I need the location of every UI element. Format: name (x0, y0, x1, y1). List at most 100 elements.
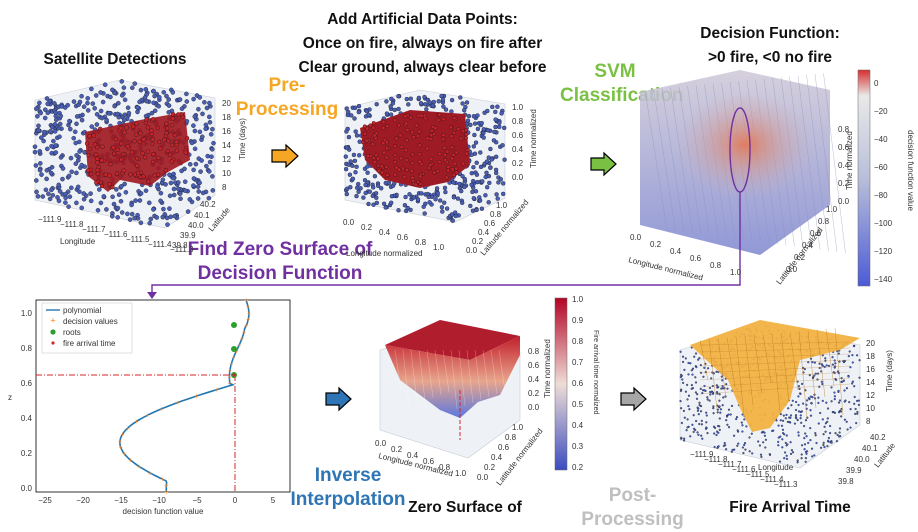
plot6-detection-point (846, 428, 849, 431)
plot6-detection-point (840, 415, 843, 418)
plot1-detection-point (198, 169, 203, 174)
plot6-detection-point (700, 434, 703, 437)
plot5-ztick: 0.6 (528, 361, 540, 370)
plot6-detection-point (799, 414, 802, 417)
plot1-fire-point (156, 139, 162, 145)
plot2-fire-point (449, 134, 454, 139)
plot2-data-point (502, 157, 507, 162)
plot1-detection-point (184, 91, 189, 97)
plot1-ztick: 14 (222, 141, 231, 150)
plot4-xtick: 0 (233, 496, 238, 505)
plot2-data-point (427, 100, 432, 105)
plot1-detection-point (137, 198, 143, 203)
plot6-detection-point (743, 418, 746, 421)
plot6-detection-point (811, 455, 814, 458)
plot5-ztick: 0.2 (528, 389, 540, 398)
plot1-detection-point (202, 100, 207, 105)
plot1-fire-point (184, 136, 190, 141)
plot1-fire-point (111, 145, 116, 150)
plot6-detection-point (784, 417, 787, 420)
plot6-mesh-line (780, 332, 790, 402)
plot6-detection-point (707, 367, 710, 370)
plot-decision-profile: +++++++++++++++++++++++++++++++ + (35, 298, 291, 497)
plot5-wire-line (442, 349, 450, 393)
plot3-grid-line (653, 89, 676, 232)
plot1-fire-point (95, 167, 100, 173)
plot6-detection-point (843, 389, 846, 392)
plot2-data-point (370, 193, 375, 199)
plot6-detection-point (768, 453, 771, 456)
plot6-detection-point (721, 404, 724, 407)
plot2-data-point (460, 101, 465, 106)
plot6-detection-point (696, 393, 699, 396)
plot1-detection-point (85, 100, 90, 106)
plot2-fire-point (382, 150, 387, 155)
plot1-detection-point (203, 122, 209, 128)
plot2-data-point (497, 124, 502, 130)
plot6-detection-point (784, 451, 787, 454)
plot6-detection-point (790, 404, 793, 407)
plot5-wire-line (466, 349, 474, 404)
plot6-detection-point (750, 432, 753, 435)
plot4-xtick: −5 (192, 496, 202, 505)
plot4-decision-marker: + (237, 342, 241, 349)
plot2-data-point (418, 101, 424, 106)
plot6-detection-point (806, 450, 809, 453)
plot2-data-point (449, 109, 454, 114)
plot2-data-point (392, 107, 397, 113)
plot2-data-point (396, 94, 401, 99)
plot2-data-point (357, 153, 362, 158)
plot1-detection-point (85, 108, 91, 113)
plot2-fire-point (429, 128, 434, 133)
plot2-fire-point (385, 124, 390, 129)
plot1-fire-point (110, 184, 115, 190)
plot6-detection-point (702, 375, 705, 378)
plot2-data-point (441, 104, 446, 109)
plot1-detection-point (60, 166, 66, 171)
plot1-detection-point (151, 100, 156, 106)
plot4-decision-marker: + (160, 477, 164, 484)
plot6-detection-point (697, 407, 700, 410)
plot6-detection-point (704, 427, 708, 430)
plot6-xtick: −111.7 (718, 460, 742, 469)
plot3-cbar-tick: −80 (874, 191, 888, 200)
plot1-detection-point (119, 210, 125, 215)
plot5-ytick: 0.2 (484, 463, 496, 472)
plot6-mesh-line (699, 365, 851, 374)
plot1-fire-point (149, 128, 154, 133)
plot1-detection-point (197, 129, 203, 135)
plot2-data-point (362, 178, 368, 183)
plot1-detection-point (118, 199, 124, 204)
plot2-fire-point (384, 155, 389, 160)
plot1-fire-point (124, 125, 129, 130)
plot6-detection-point (789, 441, 792, 444)
plot6-detection-point (714, 426, 717, 429)
plot1-detection-point (197, 180, 202, 186)
plot2-data-point (501, 181, 506, 186)
plot6-detection-point (807, 441, 810, 444)
plot1-detection-point (79, 117, 85, 123)
plot5-wire-line (410, 349, 418, 405)
plot2-data-point (415, 197, 421, 202)
plot1-detection-point (160, 177, 166, 182)
plot1-detection-point (127, 217, 133, 222)
plot1-fire-point (88, 171, 94, 177)
plot6-xtick: −111.8 (704, 455, 728, 464)
plot1-fire-point (141, 137, 146, 142)
plot1-detection-point (57, 189, 63, 194)
plot3-ytick: 1.0 (826, 205, 838, 214)
plot1-fire-point (94, 145, 100, 150)
plot6-detection-point (839, 410, 843, 413)
plot6-detection-point (796, 459, 799, 462)
plot5-colorbar-label: Fire arrival time normalized (592, 330, 599, 415)
plot2-data-point (431, 99, 436, 105)
plot3-colorbar (857, 69, 871, 287)
plot6-detection-point (822, 433, 825, 436)
plot2-fire-point (436, 118, 441, 123)
plot5-ytick: 0.4 (491, 453, 503, 462)
plot6-detection-point (785, 454, 788, 457)
title-add-points-line2: Once on fire, always on fire after (302, 35, 543, 52)
plot6-detection-point (786, 443, 789, 446)
plot1-detection-point (43, 107, 48, 112)
plot2-zlabel: Time normalized (529, 109, 538, 168)
